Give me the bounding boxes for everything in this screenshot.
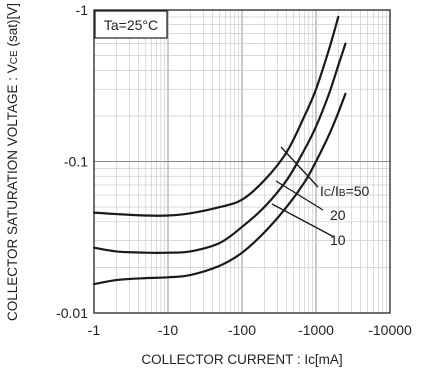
annotation-box — [94, 10, 168, 39]
leader-line-10 — [271, 203, 335, 238]
series-labels: IC/IB=50 20 10 — [320, 183, 370, 248]
y-tick-label: -0.01 — [56, 305, 88, 321]
label-leaders — [271, 146, 335, 238]
x-tick-label: -100 — [228, 322, 256, 338]
grid — [94, 10, 390, 313]
series-label-20: 20 — [330, 207, 346, 223]
leader-line-50 — [280, 146, 319, 188]
x-axis-title: COLLECTOR CURRENT : Ic[mA] — [141, 352, 342, 367]
y-tick-label: -1 — [76, 2, 89, 18]
x-tick-label: -10000 — [368, 322, 412, 338]
series-line-ic-ib-50 — [92, 15, 340, 217]
x-tick-label: -10 — [158, 322, 178, 338]
plot-frame — [93, 9, 391, 314]
series-label-50: IC/IB=50 — [320, 183, 370, 199]
y-tick-label: -0.1 — [64, 154, 88, 170]
series-line-ic-ib-20 — [92, 42, 347, 254]
x-tick-label: -1000 — [298, 322, 334, 338]
annotation-text: Ta=25°C — [104, 17, 158, 33]
y-axis-title: COLLECTOR SATURATION VOLTAGE : VCE (sat)… — [5, 3, 20, 321]
leader-line-20 — [275, 180, 324, 211]
series-label-10: 10 — [330, 232, 346, 248]
series-layer — [92, 15, 347, 286]
x-tick-label: -1 — [88, 322, 101, 338]
series-line-ic-ib-10 — [92, 92, 347, 286]
tick-labels: -1 -10 -100 -1000 -10000 -0.01 -0.1 -1 — [56, 2, 412, 338]
